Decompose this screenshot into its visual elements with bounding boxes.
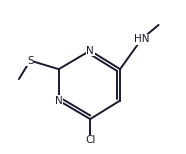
Text: S: S xyxy=(27,56,33,66)
Text: N: N xyxy=(86,46,94,56)
Text: HN: HN xyxy=(134,34,149,44)
Text: N: N xyxy=(55,95,63,105)
Text: Cl: Cl xyxy=(85,136,95,146)
